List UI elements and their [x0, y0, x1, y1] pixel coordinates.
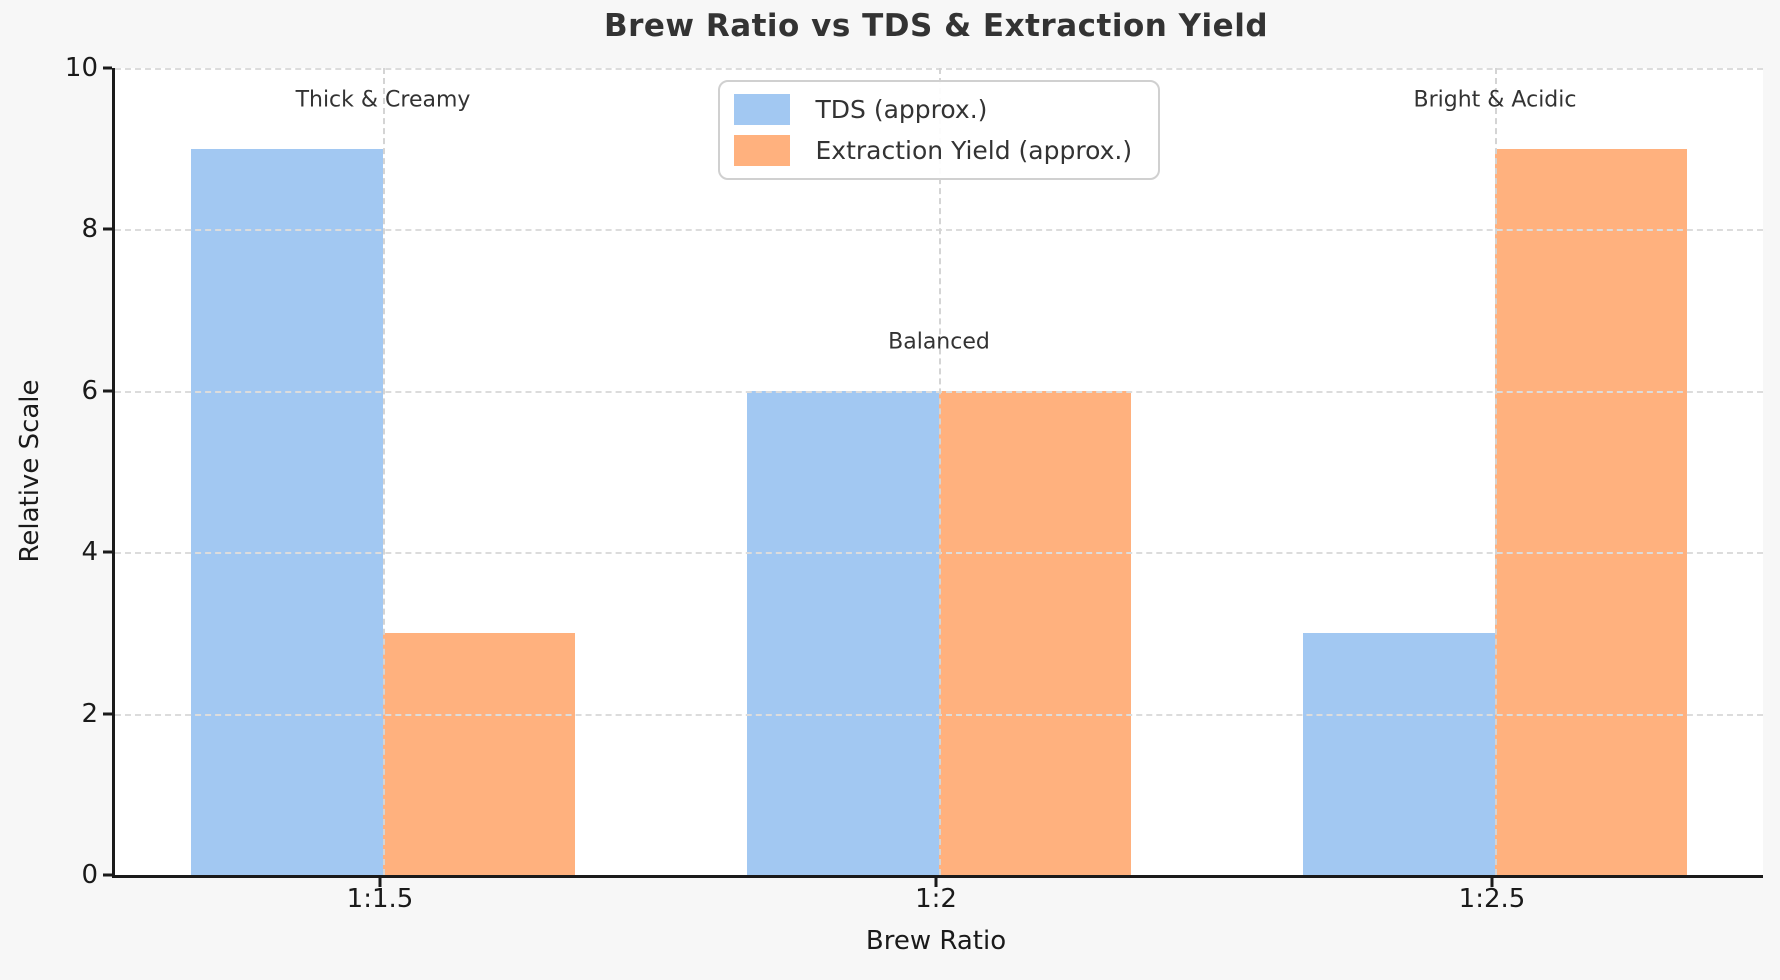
y-tick-mark: [103, 389, 112, 393]
x-tick-label-1:2.5: 1:2.5: [1458, 884, 1526, 914]
y-tick-label-6: 6: [81, 375, 98, 406]
vgridline-1:2.5: [1495, 68, 1497, 875]
y-tick-mark: [103, 550, 112, 554]
vgridline-1:1.5: [383, 68, 385, 875]
y-tick-label-2: 2: [81, 698, 98, 729]
bar-tds-1:2.5: [1303, 632, 1495, 875]
grid-layer: [115, 68, 1763, 875]
y-tick-label-10: 10: [64, 53, 98, 83]
annotation: Thick & Creamy: [295, 87, 471, 113]
x-axis-label: Brew Ratio: [865, 926, 1007, 956]
bars-layer: [115, 68, 1763, 875]
legend-item: TDS (approx.): [733, 94, 1133, 125]
bar-tds-1:1.5: [191, 148, 383, 875]
y-tick-mark: [103, 873, 112, 877]
vgridline-1:2: [939, 68, 941, 875]
x-tick-mark: [1490, 878, 1494, 887]
bar-yield-1:2.5: [1495, 148, 1687, 875]
x-tick-mark: [934, 878, 938, 887]
bar-yield-1:2: [939, 390, 1131, 875]
y-tick-label-0: 0: [81, 860, 98, 890]
y-axis-label: Relative Scale: [15, 379, 45, 563]
x-tick-mark: [378, 878, 382, 887]
yield-legend-swatch: [733, 135, 790, 166]
y-tick-label-4: 4: [81, 537, 98, 568]
legend-label: TDS (approx.): [815, 95, 988, 124]
y-tick-mark: [103, 227, 112, 231]
chart-title: Brew Ratio vs TDS & Extraction Yield: [603, 8, 1269, 44]
bar-tds-1:2: [747, 390, 939, 875]
legend: TDS (approx.) Extraction Yield (approx.): [717, 80, 1161, 180]
annotation: Bright & Acidic: [1413, 87, 1577, 113]
annotation: Balanced: [888, 329, 990, 355]
bar-yield-1:1.5: [383, 632, 575, 875]
tds-legend-swatch: [733, 94, 790, 125]
y-tick-label-8: 8: [81, 214, 98, 245]
x-tick-label-1:1.5: 1:1.5: [346, 884, 414, 914]
legend-item: Extraction Yield (approx.): [733, 135, 1133, 166]
legend-label: Extraction Yield (approx.): [815, 136, 1133, 165]
y-tick-mark: [103, 66, 112, 70]
y-tick-mark: [103, 712, 112, 716]
plot-area: Thick & Creamy Balanced Bright & Acidic TD…: [112, 68, 1763, 878]
x-tick-label-1:2: 1:2: [915, 884, 957, 914]
annotations-layer: Thick & Creamy Balanced Bright & Acidic: [115, 68, 1763, 875]
